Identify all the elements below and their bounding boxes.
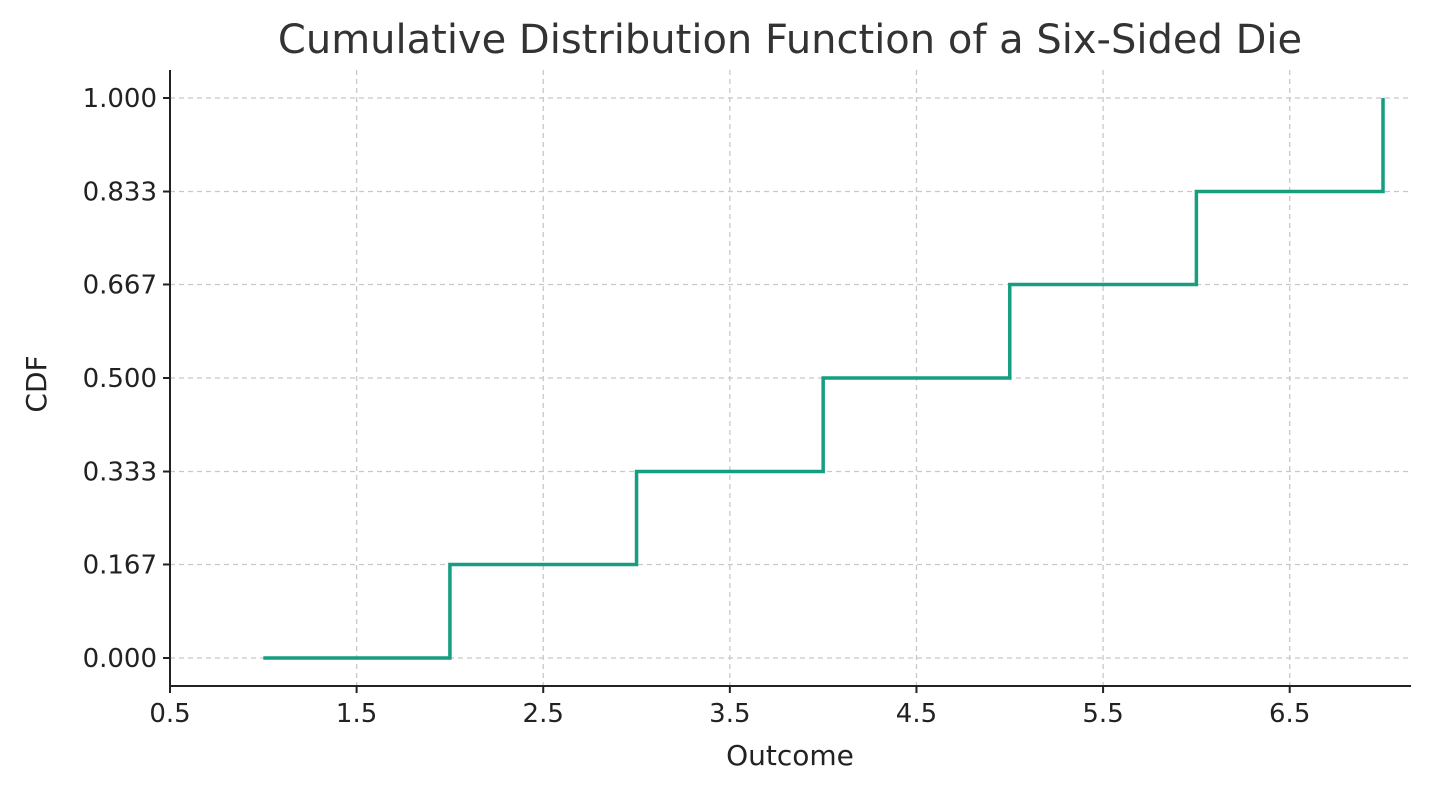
series-layer [263,98,1385,660]
y-tick-label-0: 0.000 [83,644,157,674]
y-tick-label-6: 1.000 [83,84,157,114]
y-tick-label-1: 0.167 [83,550,157,580]
x-tick-label-5: 5.5 [1082,699,1123,729]
y-tick-label-5: 0.833 [83,178,157,208]
x-axis-label: Outcome [726,739,854,772]
chart-title: Cumulative Distribution Function of a Si… [278,17,1302,63]
y-axis-label: CDF [20,355,53,412]
x-tick-label-3: 3.5 [709,699,750,729]
y-tick-label-3: 0.500 [83,364,157,394]
y-tick-label-4: 0.667 [83,270,157,300]
x-tick-label-1: 1.5 [336,699,377,729]
x-tick-label-4: 4.5 [896,699,937,729]
y-tick-label-2: 0.333 [83,458,157,488]
x-tick-label-0: 0.5 [149,699,190,729]
cdf-step-line-0 [263,98,1385,660]
axis-ticks: 0.5 1.5 2.5 3.5 4.5 5.5 6.5 0.000 0.167 0.333 0.50… [83,84,1311,729]
x-tick-label-2: 2.5 [523,699,564,729]
x-tick-label-6: 6.5 [1269,699,1310,729]
grid-lines [169,70,1411,686]
